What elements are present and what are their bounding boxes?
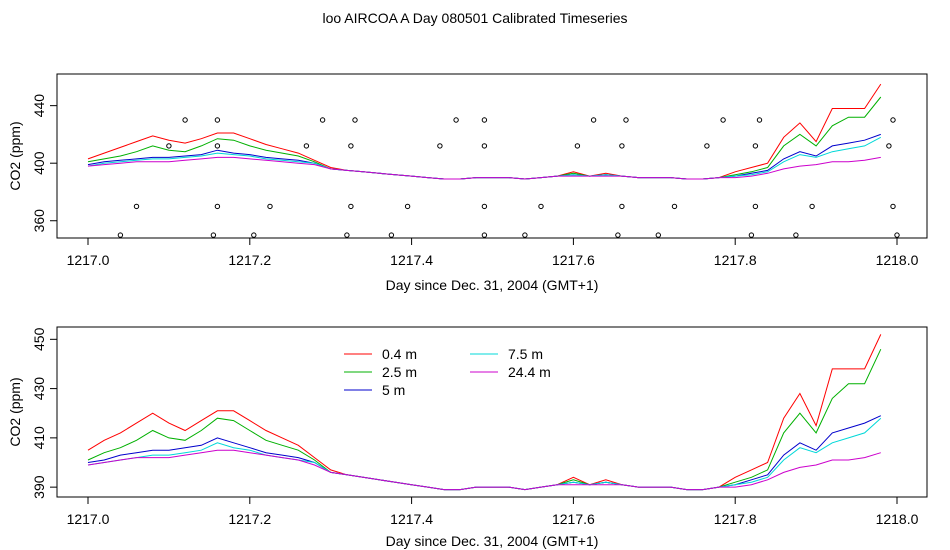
point-7: [214, 117, 221, 123]
x-tick-label-bottom-5: 1218.0: [876, 511, 919, 527]
point-42: [886, 143, 892, 149]
point-39: [756, 117, 763, 123]
point-13: [348, 203, 354, 210]
y-tick-label-bottom-2: 430: [31, 377, 47, 401]
legend-label-1: 2.5 m: [382, 364, 417, 380]
plot-frame-top: [56, 73, 928, 239]
x-tick-label-bottom-0: 1217.0: [67, 511, 110, 527]
plot-frame-bottom: [56, 326, 928, 498]
point-17: [404, 203, 411, 210]
point-15: [352, 117, 358, 123]
series-lines-bottom: [87, 334, 882, 491]
point-23: [481, 117, 488, 123]
series-line-bottom-3: [87, 417, 882, 491]
points-top: [117, 117, 900, 238]
y-axis-label-bottom: CO2 (ppm): [7, 377, 23, 446]
x-tick-label-top-0: 1217.0: [67, 252, 110, 268]
legend-label-4: 24.4 m: [508, 364, 551, 380]
point-26: [574, 143, 581, 149]
point-25: [538, 203, 544, 210]
series-line-top-1: [87, 96, 882, 180]
y-tick-label-top-0: 360: [31, 209, 47, 233]
point-3: [182, 117, 188, 123]
point-21: [481, 203, 488, 210]
series-lines-top: [87, 83, 882, 180]
point-40: [793, 232, 799, 238]
x-tick-label-top-1: 1217.2: [228, 252, 271, 268]
x-tick-label-top-3: 1217.6: [552, 252, 595, 268]
y-tick-label-top-2: 440: [31, 94, 47, 118]
point-24: [522, 232, 528, 238]
point-2: [166, 143, 172, 149]
point-19: [453, 117, 459, 123]
chart-bottom: 1217.0 1217.2 1217.4 1217.6 1217.8 1218.0 390 4…: [7, 326, 928, 549]
point-36: [748, 232, 755, 238]
point-29: [619, 203, 625, 210]
point-32: [655, 232, 661, 238]
axis-ticks-top: 1217.0 1217.2 1217.4 1217.6 1217.8 1218.0 360 4…: [31, 94, 919, 268]
point-10: [303, 143, 310, 149]
legend-label-0: 0.4 m: [382, 346, 417, 362]
series-line-top-2: [87, 133, 881, 180]
series-line-top-0: [87, 83, 882, 180]
legend-label-3: 7.5 m: [508, 346, 543, 362]
x-tick-label-top-4: 1217.8: [714, 252, 757, 268]
point-41: [809, 203, 815, 210]
point-18: [437, 143, 443, 149]
point-1: [133, 203, 140, 210]
point-22: [481, 143, 488, 149]
point-9: [267, 203, 273, 210]
point-30: [619, 143, 625, 149]
series-line-bottom-4: [87, 449, 881, 491]
point-28: [615, 232, 621, 238]
legend-label-2: 5 m: [382, 382, 405, 398]
point-5: [214, 203, 221, 210]
point-45: [894, 232, 900, 238]
point-20: [481, 232, 488, 238]
y-tick-label-bottom-3: 450: [31, 327, 47, 351]
y-tick-label-bottom-0: 390: [31, 475, 47, 499]
x-tick-label-top-5: 1218.0: [876, 252, 919, 268]
x-tick-label-top-2: 1217.4: [390, 252, 433, 268]
point-12: [344, 232, 350, 238]
y-axis-label-top: CO2 (ppm): [7, 121, 23, 190]
chart-top: 1217.0 1217.2 1217.4 1217.6 1217.8 1218.0 360 4…: [7, 73, 928, 293]
point-33: [671, 203, 678, 210]
point-11: [319, 117, 326, 123]
x-tick-label-bottom-2: 1217.4: [390, 511, 433, 527]
series-line-bottom-0: [87, 334, 882, 491]
point-6: [214, 143, 221, 149]
point-27: [590, 117, 597, 123]
point-38: [752, 143, 759, 149]
point-37: [752, 203, 759, 210]
point-4: [210, 232, 217, 238]
x-axis-label-top: Day since Dec. 31, 2004 (GMT+1): [386, 277, 599, 293]
y-tick-label-top-1: 400: [31, 151, 47, 175]
x-axis-label-bottom: Day since Dec. 31, 2004 (GMT+1): [386, 533, 599, 549]
page-title: loo AIRCOA A Day 080501 Calibrated Times…: [322, 10, 628, 26]
y-tick-label-bottom-1: 410: [31, 426, 47, 450]
point-14: [348, 143, 354, 149]
x-tick-label-bottom-1: 1217.2: [228, 511, 271, 527]
point-16: [388, 232, 395, 238]
point-31: [623, 117, 629, 123]
series-line-bottom-1: [87, 348, 882, 491]
point-0: [117, 232, 124, 238]
x-tick-label-bottom-4: 1217.8: [714, 511, 757, 527]
point-34: [704, 143, 710, 149]
x-tick-label-bottom-3: 1217.6: [552, 511, 595, 527]
axis-ticks-bottom: 1217.0 1217.2 1217.4 1217.6 1217.8 1218.0 390 4…: [31, 327, 919, 527]
point-35: [720, 117, 726, 123]
point-44: [890, 203, 896, 210]
point-8: [251, 232, 257, 238]
series-line-top-4: [87, 156, 881, 180]
legend: 0.4 m 2.5 m 5 m 7.5 m 24.4 m: [344, 346, 551, 398]
point-43: [890, 117, 896, 123]
